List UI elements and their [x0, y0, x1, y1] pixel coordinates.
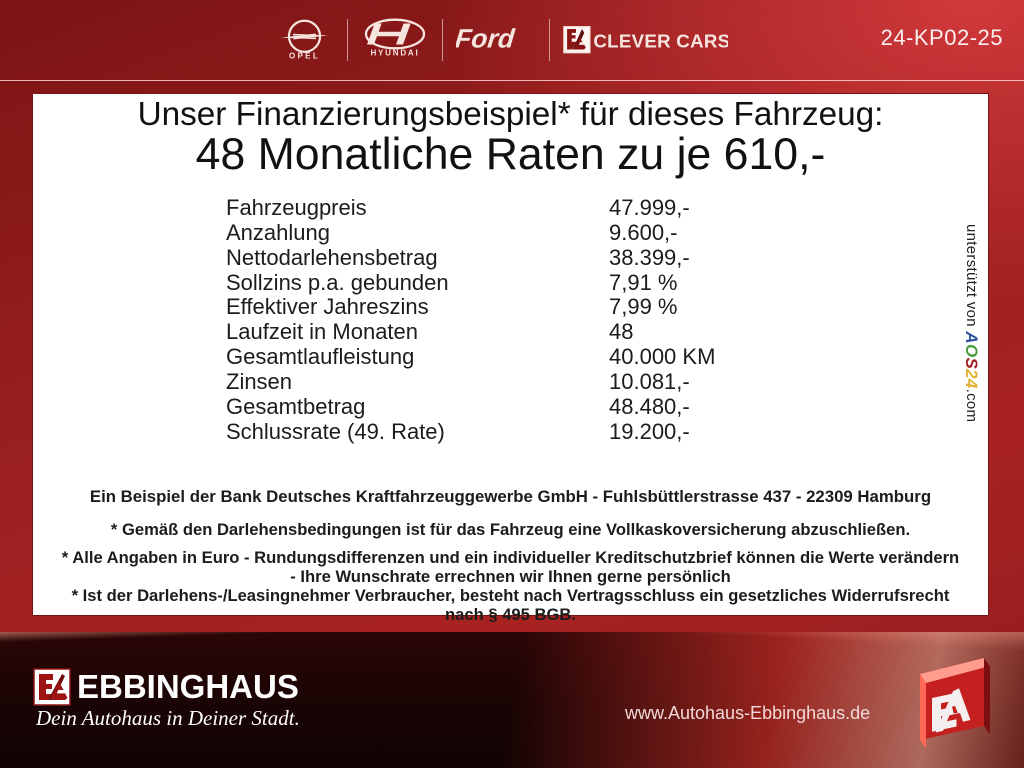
svg-text:CLEVER CARS: CLEVER CARS [593, 31, 728, 52]
svg-text:HYUNDAI: HYUNDAI [370, 49, 419, 58]
svg-text:Ford: Ford [456, 24, 517, 54]
svg-text:EBBINGHAUS: EBBINGHAUS [77, 668, 299, 705]
svg-text:OPEL: OPEL [289, 51, 320, 60]
